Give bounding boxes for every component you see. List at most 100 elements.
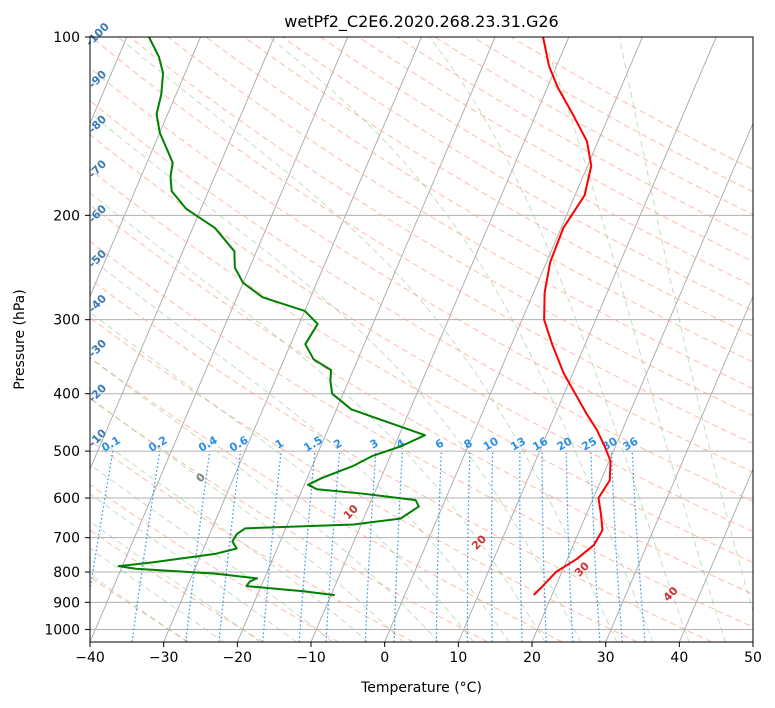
- isotherm-gridline: [163, 37, 422, 642]
- dry-adiabat-label: -40: [86, 292, 109, 315]
- mixing-ratio-label: 1: [273, 437, 286, 452]
- dry-adiabat: [90, 240, 753, 628]
- dry-adiabat-label: -20: [86, 381, 109, 404]
- dewpoint-profile-line: [117, 36, 426, 597]
- y-tick-label: 700: [53, 531, 80, 547]
- dry-adiabat-label: -90: [86, 67, 109, 90]
- moist-adiabat: [542, 37, 727, 642]
- y-tick-label: 100: [53, 30, 80, 46]
- dry-adiabat: [90, 484, 339, 642]
- mixing-ratio-line: [519, 451, 523, 642]
- mixing-ratio-label: 2: [331, 437, 344, 452]
- dry-adiabat: [167, 37, 753, 390]
- mixing-ratio-line: [218, 451, 242, 642]
- y-tick-label: 1000: [44, 622, 80, 638]
- isotherm-gridline: [531, 122, 753, 642]
- dry-adiabat-label: -80: [86, 112, 109, 135]
- dry-adiabat: [90, 440, 414, 642]
- moist-adiabat: [90, 521, 262, 642]
- dry-adiabat: [205, 37, 753, 363]
- dry-adiabat: [90, 67, 753, 473]
- isotherm-gridline: [752, 640, 753, 642]
- x-tick-label: −10: [296, 650, 326, 666]
- moist-adiabat: [90, 397, 404, 642]
- x-tick-label: 20: [523, 650, 541, 666]
- moist-adiabat-label: 40: [661, 584, 681, 604]
- moist-adiabat: [90, 547, 225, 642]
- isotherm-gridline: [384, 37, 643, 642]
- dry-adiabat-label: -30: [86, 337, 109, 360]
- dry-adiabat: [282, 37, 753, 312]
- dry-adiabat: [90, 100, 753, 503]
- dry-adiabat: [129, 37, 753, 417]
- x-tick-label: −30: [149, 650, 179, 666]
- x-tick-label: −40: [75, 650, 105, 666]
- moist-adiabat-label: 10: [341, 502, 361, 522]
- dry-adiabat: [90, 278, 712, 642]
- dry-adiabat: [90, 397, 488, 642]
- mixing-ratio-line: [90, 450, 114, 594]
- moist-adiabat-label: 20: [469, 532, 489, 552]
- mixing-ratio-line: [131, 451, 161, 642]
- y-tick-label: 800: [53, 565, 80, 581]
- isotherm-gridline: [605, 295, 753, 642]
- dry-adiabat: [90, 356, 563, 642]
- isotherm-gridline: [90, 37, 275, 471]
- dry-adiabat-label: -50: [86, 247, 109, 270]
- moist-adiabat: [90, 573, 189, 642]
- y-axis-label: Pressure (hPa): [12, 289, 28, 389]
- moist-adiabat: [90, 493, 298, 642]
- dry-adiabat: [90, 204, 753, 595]
- mixing-ratio-line: [631, 451, 646, 642]
- mixing-ratio-line: [364, 451, 377, 642]
- x-tick-label: 40: [670, 650, 688, 666]
- dry-adiabat: [434, 37, 753, 216]
- dry-adiabat: [90, 134, 753, 533]
- x-tick-label: 30: [597, 650, 615, 666]
- chart-title: wetPf2_C2E6.2020.268.23.31.G26: [284, 12, 558, 32]
- dry-adiabat: [91, 37, 753, 445]
- plot-frame: [89, 36, 754, 643]
- dry-adiabat: [243, 37, 753, 337]
- y-tick-label: 600: [53, 491, 80, 507]
- isotherm-gridline: [236, 37, 496, 642]
- moist-adiabat: [90, 257, 510, 642]
- mixing-ratio-line: [490, 451, 494, 642]
- x-tick-label: 10: [449, 650, 467, 666]
- y-tick-label: 900: [53, 595, 80, 611]
- mixing-ratio-label: 3: [368, 437, 381, 452]
- mixing-ratio-line: [185, 451, 211, 642]
- x-axis-label: Temperature (°C): [360, 680, 482, 696]
- moist-adiabat: [428, 37, 690, 642]
- moist-adiabat: [90, 432, 369, 642]
- moist-adiabat: [90, 311, 475, 642]
- y-tick-label: 500: [53, 444, 80, 460]
- x-tick-label: 0: [380, 650, 389, 666]
- x-tick-label: 50: [744, 650, 762, 666]
- dry-adiabat: [90, 168, 753, 564]
- x-tick-label: −20: [223, 650, 253, 666]
- dry-adiabat-label: -70: [86, 157, 109, 180]
- moist-adiabat: [618, 37, 753, 613]
- y-tick-label: 300: [53, 313, 80, 329]
- dry-adiabat-label: -100: [83, 20, 112, 49]
- isotherm-gridline: [678, 467, 753, 642]
- moist-adiabat: [90, 463, 333, 642]
- mixing-ratio-line: [610, 451, 623, 642]
- mixing-ratio-line: [466, 451, 471, 642]
- mixing-ratio-line: [435, 451, 442, 642]
- mixing-ratio-line: [565, 451, 574, 642]
- y-tick-label: 200: [53, 208, 80, 224]
- moist-adiabat: [90, 192, 546, 642]
- moist-adiabat: [269, 37, 654, 642]
- isotherm-gridline: [90, 37, 201, 298]
- temperature-profile-line: [532, 36, 612, 596]
- y-tick-label: 400: [53, 387, 80, 403]
- isotherm-gridline: [90, 37, 349, 642]
- moist-adiabat: [117, 37, 618, 642]
- dry-adiabat: [90, 317, 638, 642]
- dry-adiabat: [358, 37, 753, 263]
- moist-adiabat: [90, 357, 440, 642]
